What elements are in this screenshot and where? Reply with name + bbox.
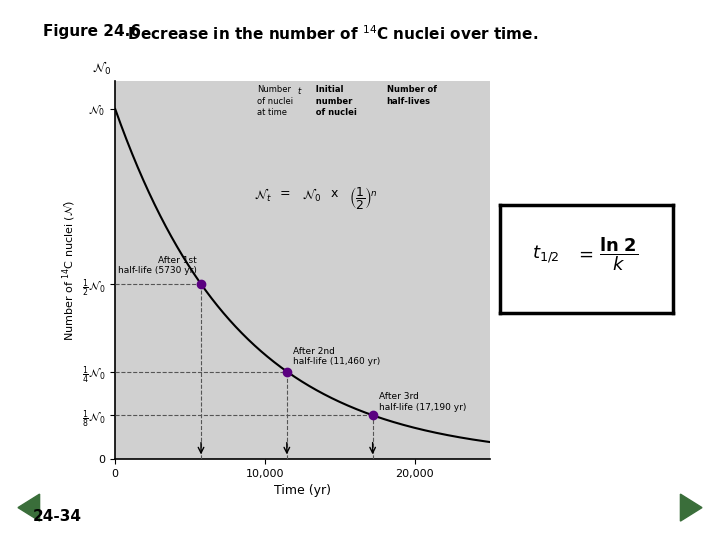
Text: $t$: $t$	[297, 85, 302, 96]
Text: After 2nd
half-life (11,460 yr): After 2nd half-life (11,460 yr)	[293, 347, 380, 366]
Text: $=$: $=$	[575, 245, 593, 263]
Text: $\mathcal{N}_t$: $\mathcal{N}_t$	[253, 187, 271, 204]
Text: Number of
half-lives: Number of half-lives	[387, 85, 436, 106]
Text: =: =	[280, 187, 291, 200]
Text: $\mathcal{N}_0$: $\mathcal{N}_0$	[92, 60, 112, 77]
Y-axis label: Number of $^{14}$C nuclei ($\mathcal{N}$): Number of $^{14}$C nuclei ($\mathcal{N}$…	[60, 199, 78, 341]
Text: Figure 24.6: Figure 24.6	[43, 24, 141, 39]
Text: $\left(\dfrac{1}{2}\right)^{\!n}$: $\left(\dfrac{1}{2}\right)^{\!n}$	[349, 185, 377, 211]
Text: 24-34: 24-34	[32, 509, 81, 524]
Text: $\mathcal{N}_0$: $\mathcal{N}_0$	[302, 187, 322, 204]
X-axis label: Time (yr): Time (yr)	[274, 484, 331, 497]
Text: x: x	[330, 187, 338, 200]
Text: After 1st
half-life (5730 yr): After 1st half-life (5730 yr)	[117, 256, 197, 275]
Text: Decrease in the number of $^{14}$C nuclei over time.: Decrease in the number of $^{14}$C nucle…	[112, 24, 538, 43]
Text: Number
of nuclei
at time: Number of nuclei at time	[258, 85, 294, 117]
Text: $t_{1/2}$: $t_{1/2}$	[531, 243, 559, 265]
Text: Initial
  number
  of nuclei: Initial number of nuclei	[310, 85, 357, 117]
Text: $\dfrac{\mathbf{ln\ 2}}{\mathit{k}}$: $\dfrac{\mathbf{ln\ 2}}{\mathit{k}}$	[599, 235, 638, 273]
Text: After 3rd
half-life (17,190 yr): After 3rd half-life (17,190 yr)	[379, 393, 466, 411]
